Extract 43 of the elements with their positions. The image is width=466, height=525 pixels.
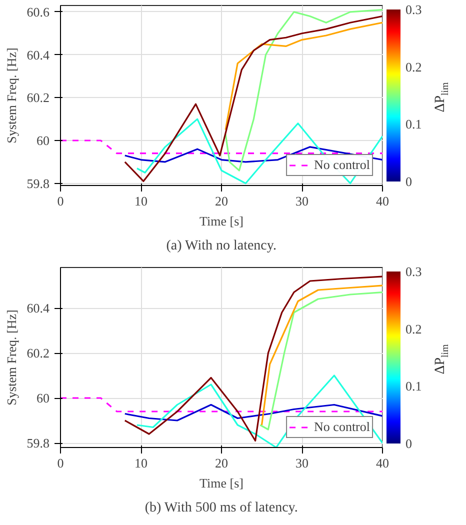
line-series (224, 22, 382, 131)
line-series (124, 276, 382, 442)
line-series (224, 8, 382, 172)
line-series (124, 404, 382, 422)
y-tick-label: 60 (36, 390, 50, 406)
color-bar-title: ΔPlim (432, 82, 451, 112)
x-axis-title: Time [s] (200, 476, 244, 490)
y-tick-label: 60.2 (26, 90, 50, 106)
color-bar-title: ΔPlim (432, 344, 451, 374)
y-tick-label: 60.4 (26, 47, 50, 62)
line-series (124, 15, 382, 182)
y-tick-label: 60.4 (26, 300, 50, 316)
x-tick-label: 20 (215, 194, 228, 208)
text: (a) With no latency. (166, 238, 276, 254)
x-tick-label: 20 (215, 456, 228, 470)
text: (b) With 500 ms of latency. (144, 500, 298, 516)
line-series (136, 374, 382, 448)
x-tick-label: 40 (376, 456, 389, 470)
color-bar-label: 0.2 (406, 59, 422, 74)
color-bar-label: 0 (406, 174, 412, 189)
color-bar-label: 0.3 (406, 2, 422, 17)
y-axis-title: System Freq. [Hz] (4, 48, 19, 144)
x-tick-label: 10 (134, 194, 148, 208)
y-tick-label: 60.2 (26, 346, 50, 360)
color-bar-label: 0 (406, 436, 412, 451)
x-tick-label: 40 (376, 194, 389, 208)
color-bar-label: 0.1 (406, 378, 422, 394)
y-tick-label: 60.6 (26, 4, 50, 20)
x-axis-title: Time [s] (200, 214, 244, 228)
x-tick-label: 10 (134, 456, 148, 470)
legend-label: No control (314, 157, 370, 173)
x-tick-label: 0 (57, 456, 64, 470)
x-tick-label: 30 (296, 456, 308, 470)
color-bar-label: 0.3 (406, 264, 422, 279)
color-bar-label: 0.1 (406, 116, 422, 132)
x-tick-label: 30 (296, 194, 308, 208)
legend-label: No control (314, 419, 370, 435)
x-tick-label: 0 (57, 194, 64, 208)
color-bar-label: 0.2 (406, 321, 422, 336)
y-tick-label: 59.8 (26, 176, 50, 191)
y-axis-title: System Freq. [Hz] (4, 310, 19, 406)
y-tick-label: 60 (36, 133, 50, 148)
y-tick-label: 59.8 (26, 436, 50, 450)
